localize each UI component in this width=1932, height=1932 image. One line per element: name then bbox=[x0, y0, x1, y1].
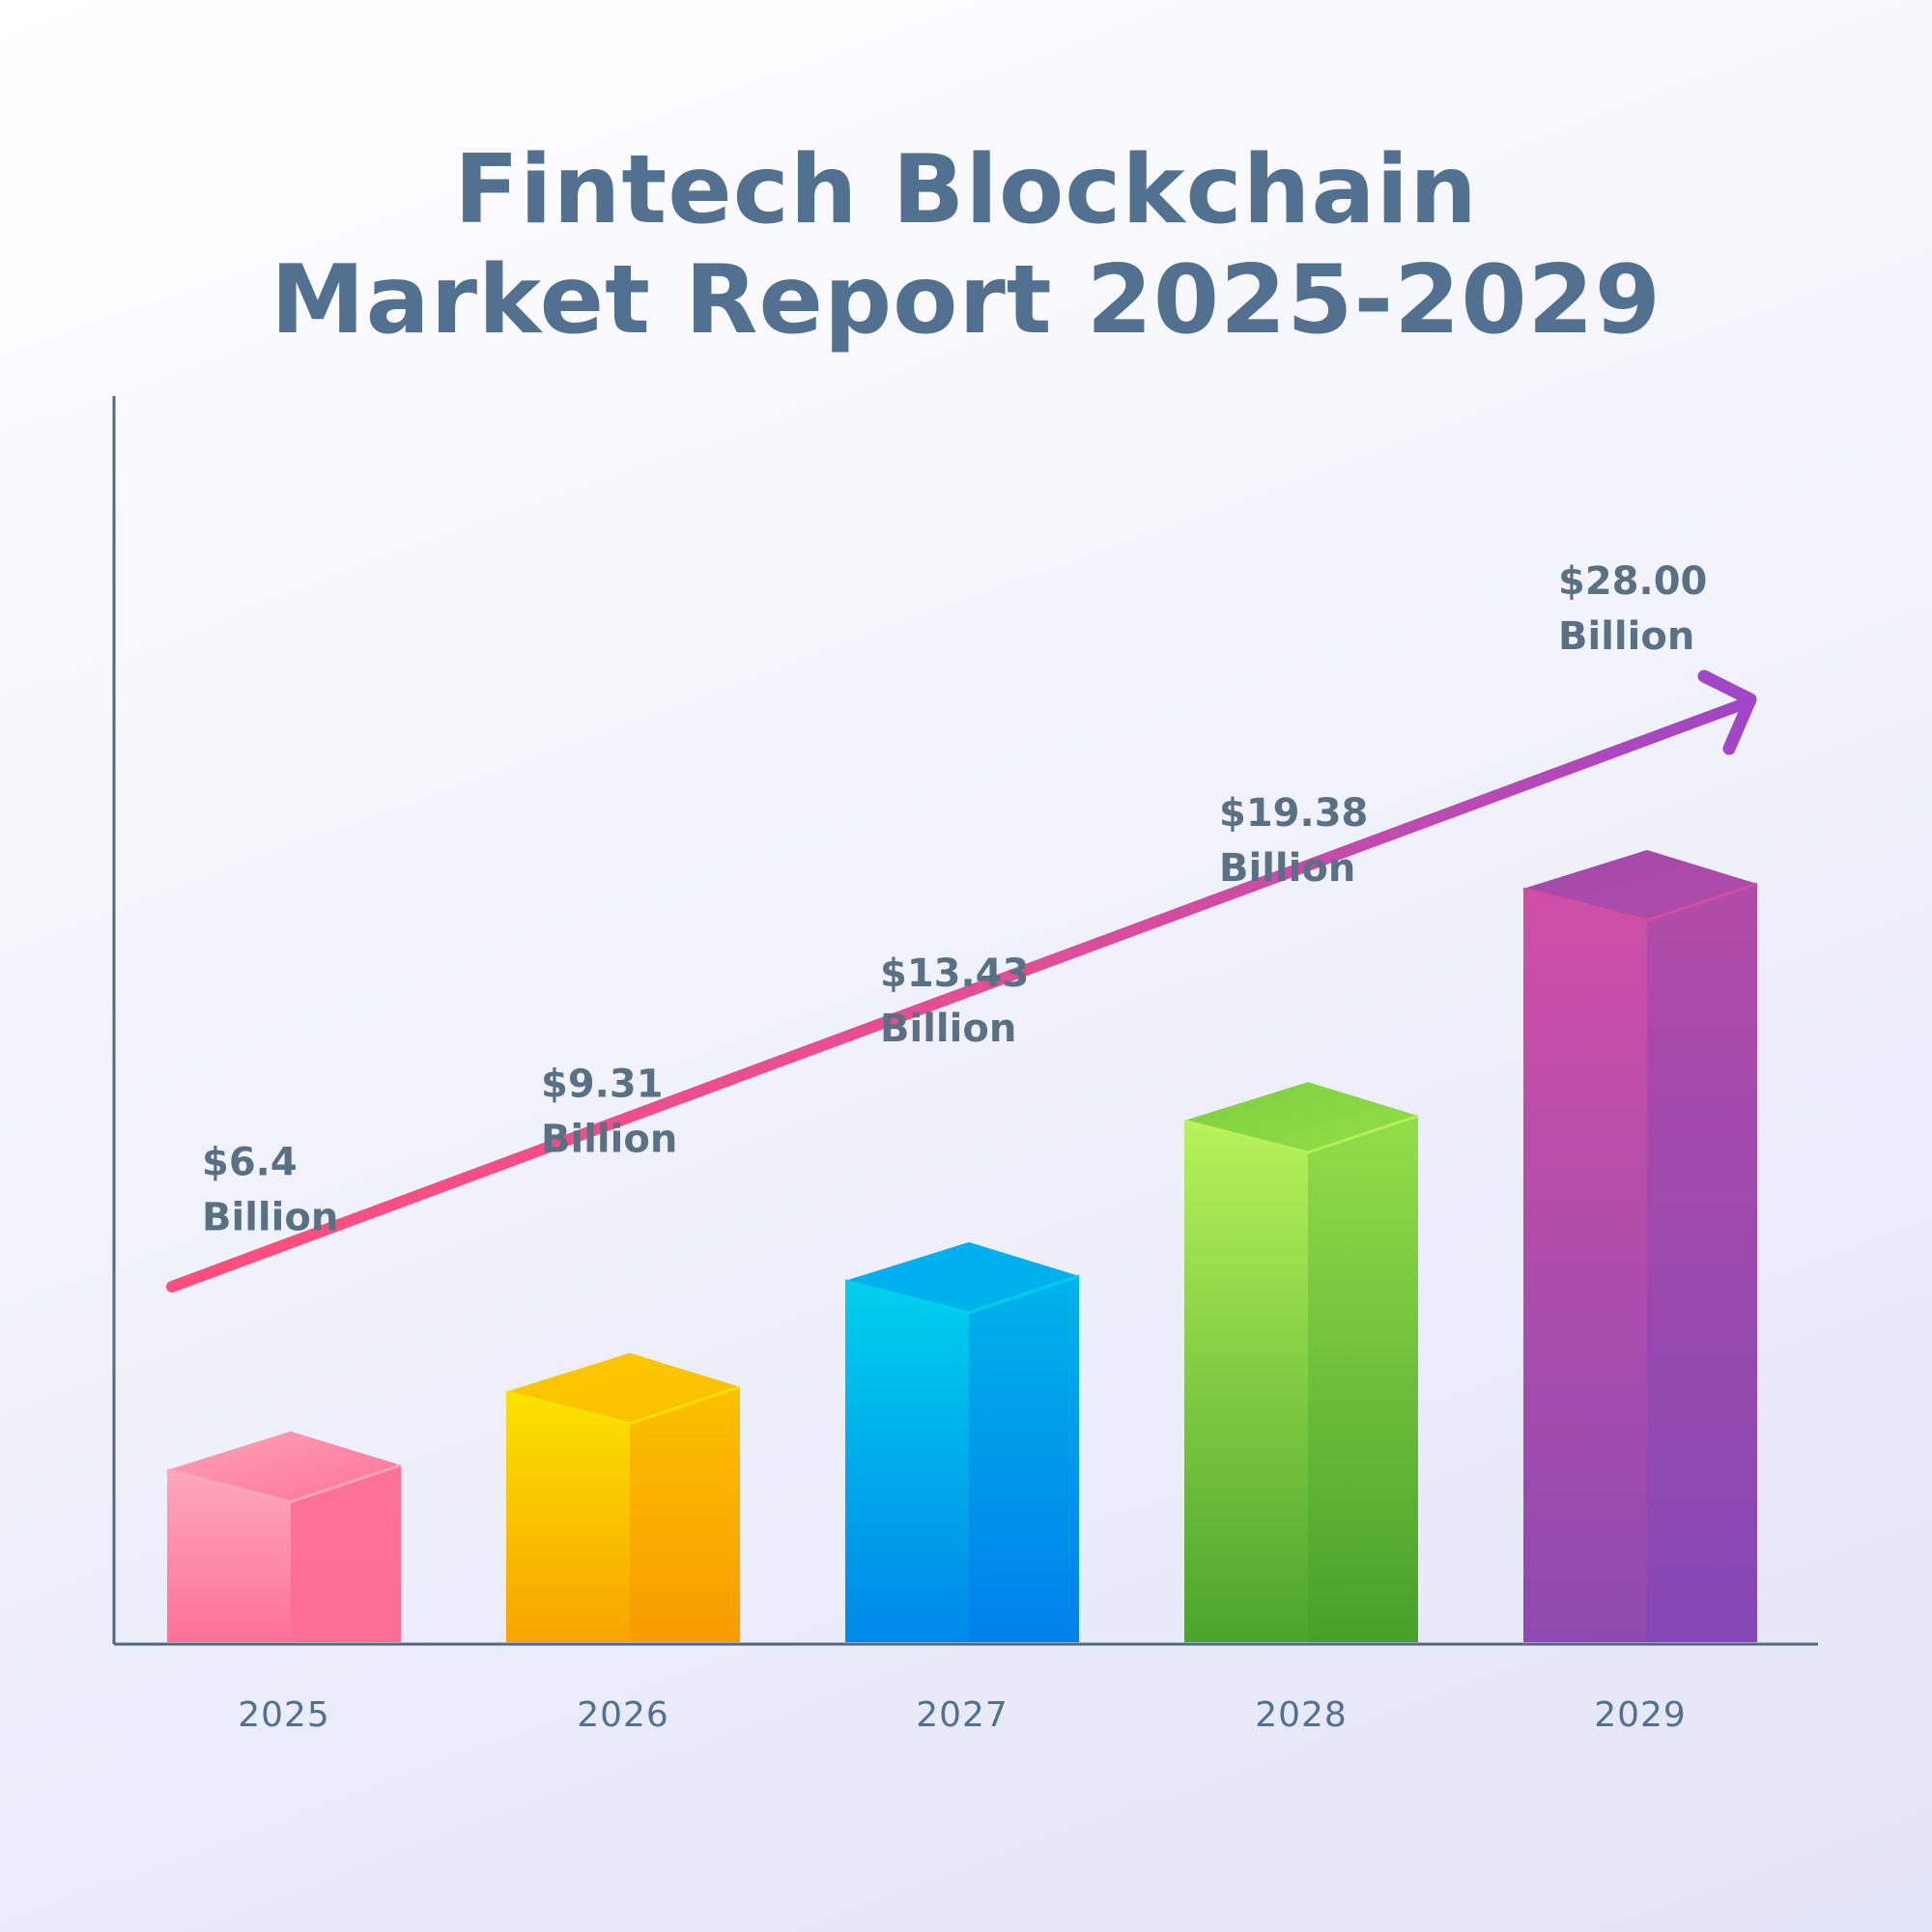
x-tick-labels-group: 2025 2026 2027 2028 2029 bbox=[238, 1695, 1687, 1735]
bar-front-face bbox=[167, 1469, 291, 1642]
bar-top-edge bbox=[166, 1463, 402, 1504]
x-tick-label: 2029 bbox=[1594, 1695, 1687, 1735]
bar-top-edge bbox=[844, 1274, 1080, 1315]
x-tick-label: 2026 bbox=[577, 1695, 669, 1735]
value-label-unit: Billion bbox=[202, 1196, 338, 1240]
bar-side-face bbox=[1647, 883, 1757, 1642]
bar-2029 bbox=[1522, 849, 1758, 1642]
bars-group bbox=[166, 849, 1758, 1642]
trend-arrow bbox=[166, 669, 1757, 1293]
bar-top-edge bbox=[1183, 1114, 1419, 1154]
bar-2027 bbox=[844, 1241, 1080, 1642]
value-label: $9.31 bbox=[541, 1063, 664, 1107]
bar-side-face bbox=[969, 1275, 1079, 1642]
bar-top-edge bbox=[1522, 882, 1758, 923]
bar-front-face bbox=[1184, 1121, 1308, 1642]
x-tick-label: 2028 bbox=[1255, 1695, 1348, 1735]
chart-title: Fintech Blockchain Market Report 2025-20… bbox=[0, 135, 1932, 355]
value-label-unit: Billion bbox=[541, 1118, 677, 1162]
trend-arrow-head bbox=[1697, 669, 1757, 755]
bar-front-face bbox=[845, 1280, 969, 1642]
chart-title-line-2: Market Report 2025-2029 bbox=[270, 245, 1662, 355]
value-label: $19.38 bbox=[1219, 791, 1368, 836]
value-label: $13.43 bbox=[880, 952, 1029, 996]
value-label: $28.00 bbox=[1558, 559, 1707, 604]
value-labels-group: $6.4 Billion $9.31 Billion $13.43 Billion $19.… bbox=[202, 559, 1707, 1240]
bar-2025 bbox=[166, 1431, 402, 1642]
bar-front-face bbox=[1523, 888, 1647, 1642]
trend-arrow-shaft bbox=[166, 696, 1756, 1293]
value-label-unit: Billion bbox=[1558, 614, 1694, 659]
x-tick-label: 2025 bbox=[238, 1695, 330, 1735]
bar-side-face bbox=[1308, 1116, 1418, 1642]
value-label-unit: Billion bbox=[1219, 846, 1355, 891]
bar-front-face bbox=[506, 1391, 630, 1642]
chart-title-line-1: Fintech Blockchain bbox=[454, 135, 1478, 245]
bar-2028 bbox=[1183, 1082, 1419, 1642]
bar-2026 bbox=[505, 1352, 741, 1642]
bar-side-face bbox=[291, 1464, 401, 1642]
value-label-unit: Billion bbox=[880, 1007, 1016, 1051]
bar-side-face bbox=[630, 1386, 740, 1642]
bar-top-edge bbox=[505, 1385, 741, 1426]
value-label: $6.4 bbox=[202, 1141, 298, 1185]
x-tick-label: 2027 bbox=[916, 1695, 1009, 1735]
